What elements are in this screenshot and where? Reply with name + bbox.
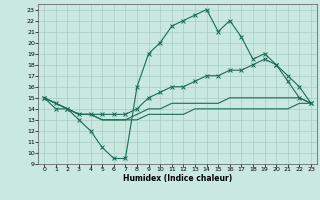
X-axis label: Humidex (Indice chaleur): Humidex (Indice chaleur) (123, 174, 232, 183)
